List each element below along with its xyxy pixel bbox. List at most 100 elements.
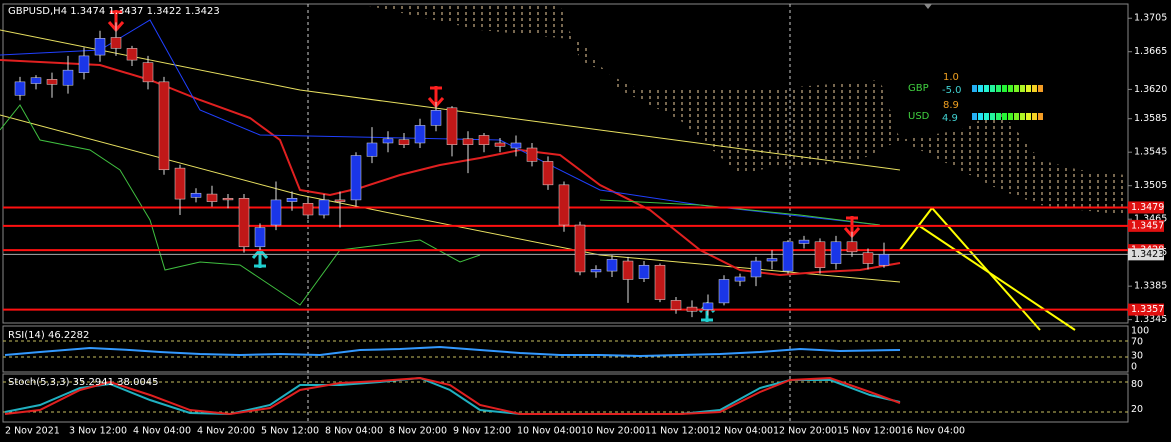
y-tick-label: 1.3545 (1134, 147, 1167, 158)
candle-body (734, 276, 746, 282)
x-tick-label: 10 Nov 20:00 (581, 426, 645, 437)
candle-body (622, 260, 634, 280)
strength-bar (1032, 85, 1037, 92)
level-box (1128, 219, 1164, 232)
level-box (1128, 303, 1164, 316)
candle-body (110, 37, 122, 49)
strength-bar (978, 113, 983, 120)
y-tick-label: 1.3505 (1134, 180, 1167, 191)
x-tick-label: 5 Nov 12:00 (261, 426, 319, 437)
candle-body (462, 138, 474, 145)
candle-body (238, 197, 250, 248)
candle-body (158, 81, 170, 171)
sub-tick-label: 20 (1131, 404, 1143, 415)
candle-body (798, 239, 810, 244)
candle-body (62, 69, 74, 86)
strength-bar (990, 85, 995, 92)
strength-value: 4.9 (942, 113, 958, 124)
strength-bar (1026, 85, 1031, 92)
candle-body (398, 139, 410, 145)
candle-body (478, 135, 490, 145)
candle-body (46, 79, 58, 85)
strength-bar (972, 113, 977, 120)
sub-tick-label: 30 (1131, 351, 1143, 362)
sub-tick-label: 70 (1131, 336, 1143, 347)
x-tick-label: 16 Nov 04:00 (901, 426, 965, 437)
candle-body (766, 258, 778, 262)
y-tick-label: 1.3620 (1134, 84, 1167, 95)
candle-body (494, 142, 506, 147)
rsi-label: RSI(14) 46.2282 (8, 330, 89, 341)
candle-body (446, 107, 458, 145)
x-tick-label: 11 Nov 12:00 (645, 426, 709, 437)
x-tick-label: 10 Nov 04:00 (517, 426, 581, 437)
x-tick-label: 15 Nov 12:00 (837, 426, 901, 437)
candle-body (206, 193, 218, 202)
candle-body (702, 302, 714, 310)
x-tick-label: 4 Nov 04:00 (133, 426, 191, 437)
candle-body (14, 81, 26, 96)
rsi-line (4, 345, 901, 358)
strength-value: 8.9 (943, 100, 959, 111)
y-tick-label: 1.3705 (1134, 13, 1167, 24)
candle-body (142, 62, 154, 83)
candle-body (718, 279, 730, 304)
strength-bar (1008, 113, 1013, 120)
candle-body (94, 38, 106, 56)
price-label: 1.3423 (1131, 249, 1164, 260)
y-tick-label: 1.3385 (1134, 281, 1167, 292)
price-box (1128, 248, 1164, 261)
x-tick-label: 9 Nov 12:00 (453, 426, 511, 437)
x-tick-label: 3 Nov 12:00 (69, 426, 127, 437)
level-label: 1.3479 (1131, 202, 1164, 213)
strength-bar (978, 85, 983, 92)
strength-value: -5.0 (942, 85, 962, 96)
currency-label: GBP (908, 83, 929, 94)
y-tick-label: 1.3585 (1134, 113, 1167, 124)
x-tick-label: 12 Nov 04:00 (709, 426, 773, 437)
buy-arrow (251, 247, 269, 268)
candle-body (302, 203, 314, 216)
strength-bar (1020, 113, 1025, 120)
strength-bar (972, 85, 977, 92)
y-tick-label: 1.3665 (1134, 46, 1167, 57)
strength-bar (1008, 85, 1013, 92)
stoch-main (4, 376, 901, 416)
strength-bar (1026, 113, 1031, 120)
candle-body (558, 184, 570, 226)
candle-body (638, 264, 650, 279)
candle-body (78, 55, 90, 73)
shift-marker (924, 4, 932, 9)
candle-body (254, 227, 266, 248)
candle-body (654, 264, 666, 300)
candle-body (814, 241, 826, 268)
candle-body (846, 241, 858, 253)
x-tick-label: 2 Nov 2021 (5, 426, 60, 437)
candle-body (782, 241, 794, 272)
rsi-panel (2, 325, 1129, 373)
strength-bar (984, 85, 989, 92)
candle-body (686, 306, 698, 312)
candle-body (430, 110, 442, 126)
cloud (900, 110, 1126, 215)
x-tick-label: 12 Nov 20:00 (773, 426, 837, 437)
candle-body (190, 192, 202, 198)
candle-body (542, 161, 554, 186)
strength-bar (1002, 113, 1007, 120)
sub-tick-label: 0 (1131, 362, 1137, 373)
sub-tick-label: 80 (1131, 379, 1143, 390)
ma-line (599, 199, 881, 226)
x-tick-label: 8 Nov 04:00 (325, 426, 383, 437)
candle-body (830, 241, 842, 264)
candle-body (318, 199, 330, 216)
candle-body (670, 300, 682, 310)
strength-bar (1038, 85, 1043, 92)
stoch-panel (2, 373, 1129, 423)
chikou-line (0, 104, 481, 306)
strength-bar (990, 113, 995, 120)
candle-body (574, 224, 586, 273)
x-tick-label: 4 Nov 20:00 (197, 426, 255, 437)
candle-body (334, 199, 346, 202)
y-tick-label: 1.3345 (1134, 314, 1167, 325)
